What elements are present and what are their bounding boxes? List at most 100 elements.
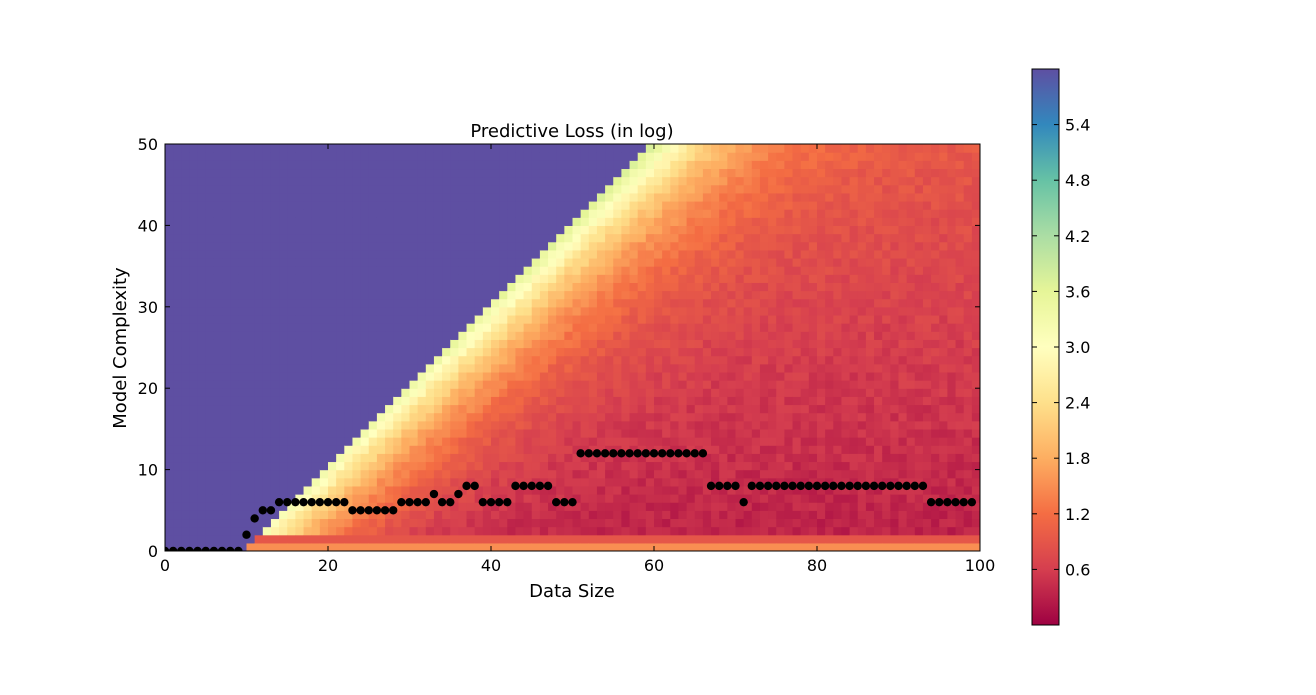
heatmap-cell: [409, 380, 419, 389]
heatmap-cell: [874, 331, 883, 340]
heatmap-cell: [295, 428, 305, 438]
heatmap-cell: [499, 331, 508, 340]
heatmap-cell: [523, 209, 533, 218]
heatmap-cell: [833, 428, 843, 438]
heatmap-cell: [882, 314, 891, 324]
heatmap-cell: [914, 510, 924, 520]
heatmap-cell: [694, 306, 704, 316]
heatmap-cell: [759, 526, 769, 536]
heatmap-cell: [303, 526, 313, 536]
heatmap-cell: [784, 290, 794, 300]
heatmap-cell: [833, 477, 843, 487]
heatmap-cell: [417, 249, 427, 259]
heatmap-cell: [319, 144, 329, 153]
heatmap-cell: [857, 404, 867, 414]
heatmap-cell: [328, 380, 337, 389]
heatmap-cell: [458, 168, 468, 178]
heatmap-cell: [906, 323, 916, 332]
heatmap-cell: [262, 534, 272, 544]
heatmap-cell: [393, 453, 402, 463]
heatmap-cell: [319, 209, 329, 218]
heatmap-cell: [376, 380, 386, 389]
heatmap-cell: [548, 209, 557, 218]
heatmap-cell: [311, 445, 321, 454]
heatmap-cell: [311, 257, 321, 267]
heatmap-cell: [319, 306, 329, 316]
heatmap-cell: [849, 380, 859, 389]
heatmap-cell: [702, 420, 712, 430]
heatmap-cell: [319, 502, 329, 511]
heatmap-cell: [947, 437, 957, 446]
heatmap-cell: [605, 453, 614, 463]
heatmap-cell: [596, 437, 606, 446]
heatmap-cell: [882, 494, 891, 503]
heatmap-cell: [442, 477, 451, 487]
heatmap-cell: [539, 257, 549, 267]
heatmap-cell: [955, 290, 965, 300]
heatmap-cell: [523, 274, 533, 283]
heatmap-cell: [205, 298, 215, 308]
heatmap-cell: [849, 323, 859, 332]
heatmap-cell: [523, 371, 533, 381]
heatmap-cell: [328, 347, 337, 357]
heatmap-cell: [189, 437, 199, 446]
heatmap-cell: [914, 144, 924, 153]
heatmap-cell: [654, 339, 663, 349]
heatmap-cell: [205, 282, 215, 292]
heatmap-cell: [841, 477, 851, 487]
heatmap-cell: [914, 217, 924, 226]
heatmap-cell: [792, 437, 802, 446]
heatmap-cell: [474, 510, 484, 520]
heatmap-cell: [898, 298, 908, 308]
heatmap-cell: [702, 282, 712, 292]
heatmap-cell: [295, 176, 305, 186]
heatmap-cell: [181, 249, 191, 259]
heatmap-cell: [572, 241, 582, 251]
heatmap-cell: [808, 363, 818, 373]
heatmap-cell: [254, 469, 264, 479]
heatmap-cell: [857, 428, 867, 438]
heatmap-cell: [213, 485, 223, 495]
heatmap-cell: [784, 241, 794, 251]
heatmap-cell: [694, 371, 704, 381]
heatmap-cell: [621, 144, 631, 153]
heatmap-cell: [328, 192, 337, 202]
heatmap-cell: [173, 168, 182, 178]
heatmap-cell: [735, 526, 745, 536]
heatmap-cell: [515, 510, 525, 520]
heatmap-cell: [711, 168, 720, 178]
heatmap-cell: [474, 192, 484, 202]
heatmap-cell: [368, 355, 378, 365]
heatmap-cell: [800, 437, 810, 446]
heatmap-cell: [450, 388, 459, 397]
heatmap-cell: [393, 176, 402, 186]
heatmap-cell: [450, 445, 459, 454]
heatmap-cell: [931, 534, 940, 544]
heatmap-cell: [336, 437, 345, 446]
heatmap-cell: [352, 290, 362, 300]
heatmap-cell: [841, 363, 851, 373]
heatmap-cell: [279, 339, 288, 349]
heatmap-cell: [800, 542, 810, 551]
heatmap-cell: [197, 257, 207, 267]
heatmap-cell: [621, 257, 631, 267]
heatmap-cell: [433, 192, 443, 202]
heatmap-cell: [719, 380, 728, 389]
heatmap-cell: [393, 396, 402, 406]
heatmap-cell: [817, 355, 826, 365]
heatmap-cell: [939, 453, 948, 463]
heatmap-cell: [279, 477, 288, 487]
heatmap-cell: [833, 266, 843, 275]
heatmap-cell: [955, 404, 965, 414]
heatmap-cell: [344, 225, 354, 235]
heatmap-cell: [222, 217, 231, 226]
heatmap-cell: [711, 282, 720, 292]
heatmap-cell: [466, 168, 476, 178]
heatmap-cell: [287, 380, 296, 389]
heatmap-cell: [914, 241, 924, 251]
heatmap-cell: [825, 200, 834, 210]
heatmap-cell: [605, 469, 614, 479]
heatmap-cell: [466, 428, 476, 438]
heatmap-cell: [222, 469, 231, 479]
heatmap-cell: [808, 534, 818, 544]
